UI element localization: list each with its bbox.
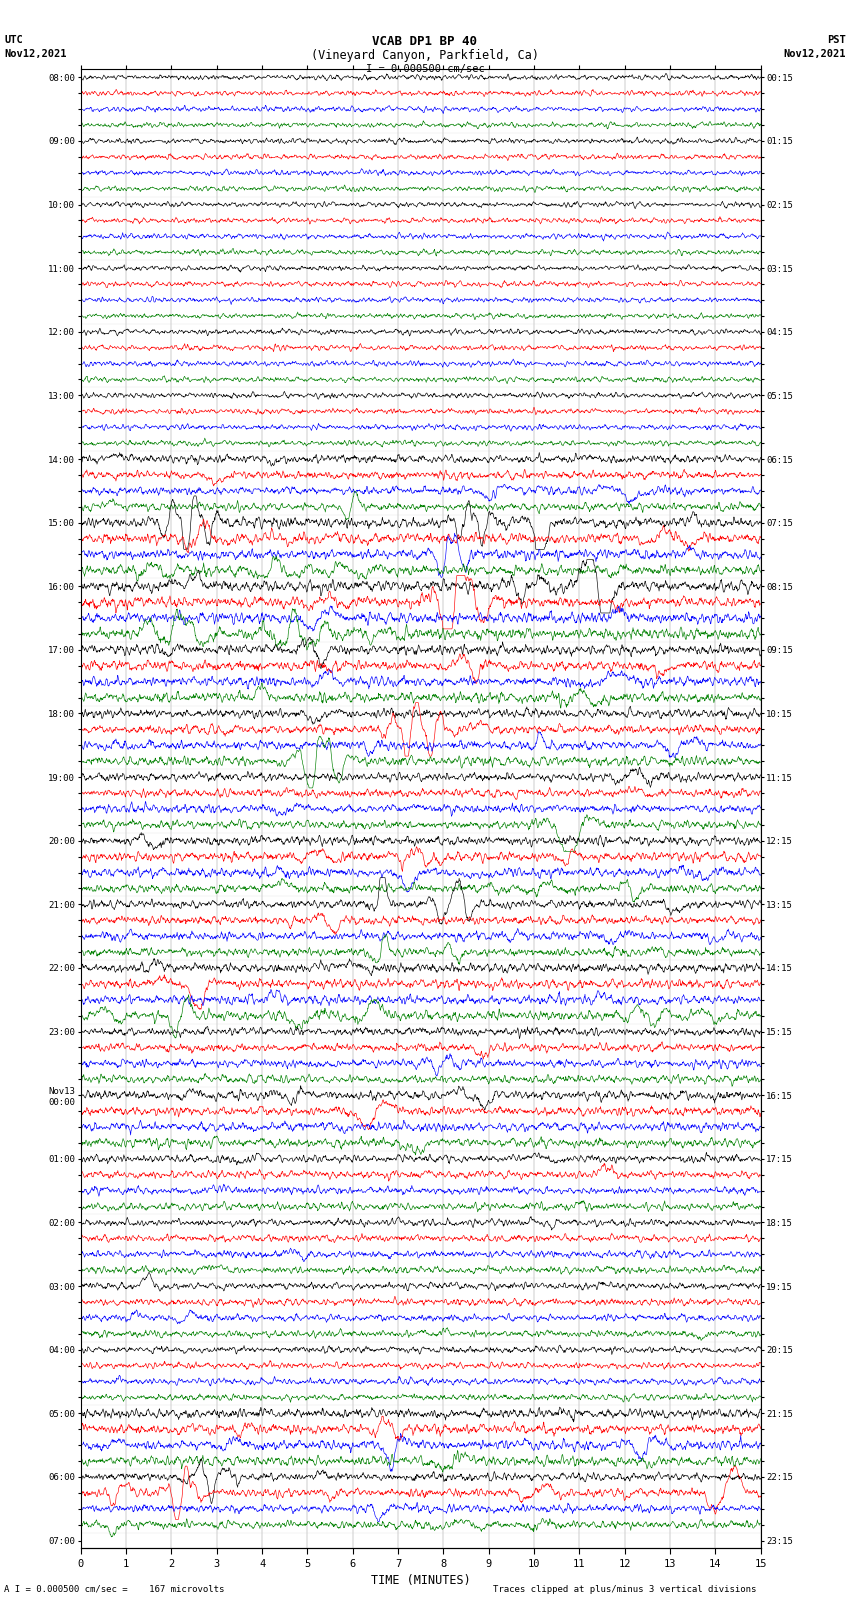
Text: Traces clipped at plus/minus 3 vertical divisions: Traces clipped at plus/minus 3 vertical … bbox=[493, 1584, 756, 1594]
Text: UTC: UTC bbox=[4, 35, 23, 45]
Text: A I = 0.000500 cm/sec =    167 microvolts: A I = 0.000500 cm/sec = 167 microvolts bbox=[4, 1584, 224, 1594]
Text: PST: PST bbox=[827, 35, 846, 45]
Text: VCAB DP1 BP 40: VCAB DP1 BP 40 bbox=[372, 35, 478, 48]
Text: Nov12,2021: Nov12,2021 bbox=[783, 50, 846, 60]
X-axis label: TIME (MINUTES): TIME (MINUTES) bbox=[371, 1574, 471, 1587]
Text: (Vineyard Canyon, Parkfield, Ca): (Vineyard Canyon, Parkfield, Ca) bbox=[311, 50, 539, 63]
Text: I = 0.000500 cm/sec: I = 0.000500 cm/sec bbox=[366, 65, 484, 74]
Text: Nov12,2021: Nov12,2021 bbox=[4, 50, 67, 60]
